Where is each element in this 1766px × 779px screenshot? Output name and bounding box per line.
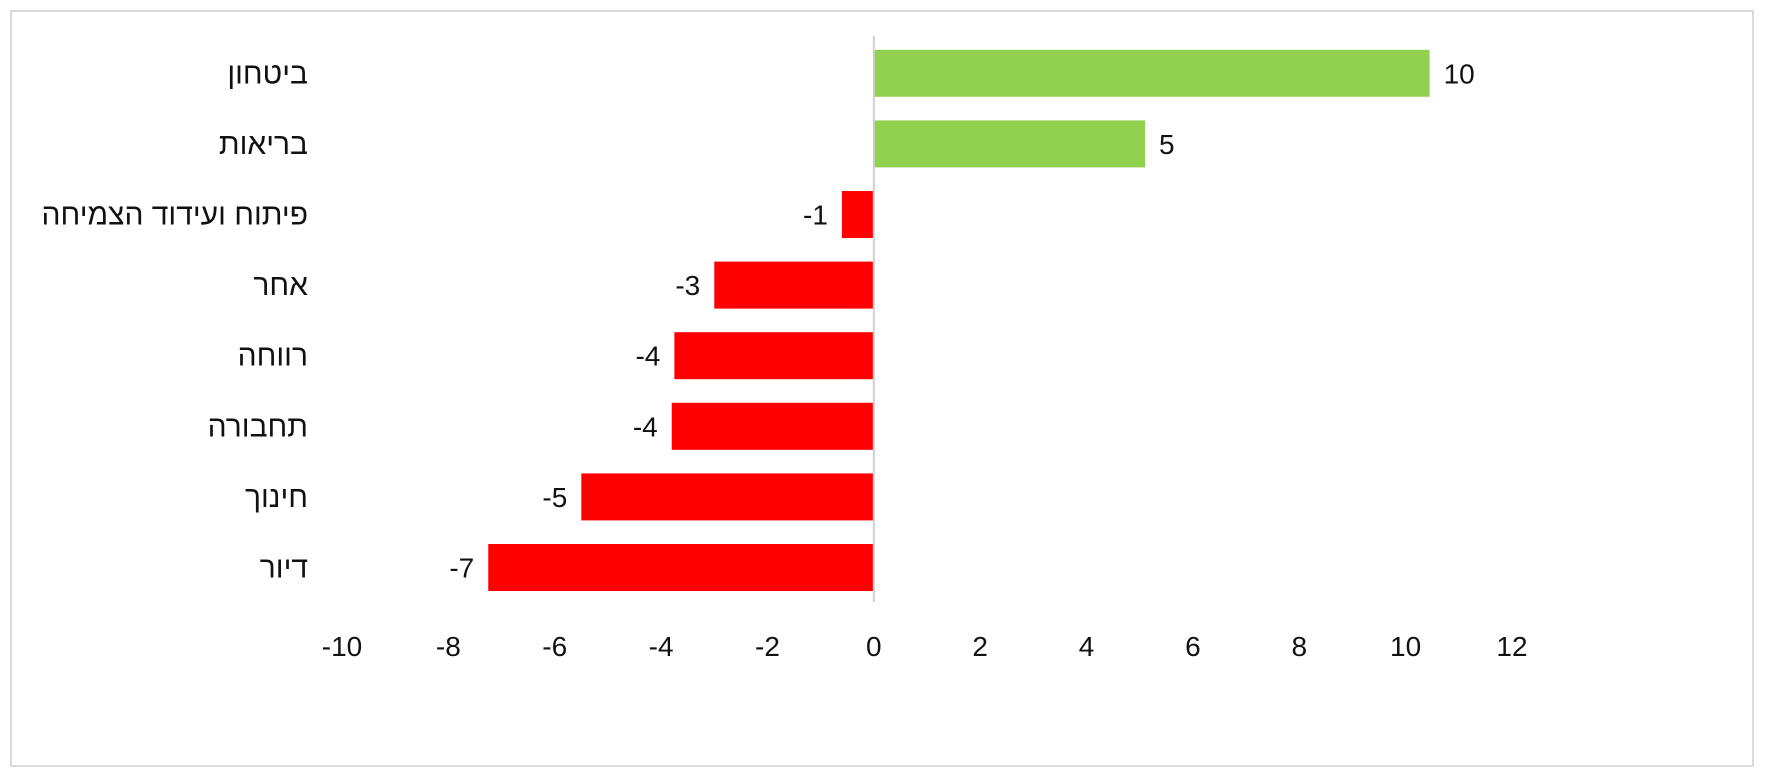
data-labels-group: 10 5 -1 -3 -4 -4 -5 -7 — [449, 58, 1474, 583]
category-label: תחבורה — [208, 410, 308, 443]
category-label: אחר — [253, 269, 308, 302]
bar — [581, 473, 874, 521]
category-label: חינוך — [245, 481, 308, 514]
x-tick-label: 12 — [1496, 631, 1527, 662]
x-tick-label: -2 — [755, 631, 780, 662]
x-tick-label: 2 — [972, 631, 988, 662]
x-tick-label: -6 — [542, 631, 567, 662]
category-label: דיור — [260, 552, 308, 585]
bar — [873, 120, 1146, 168]
x-axis-ticks-group: -10 -8 -6 -4 -2 0 2 4 6 8 10 12 — [322, 631, 1528, 662]
bar — [488, 544, 874, 591]
x-tick-label: -10 — [322, 631, 362, 662]
bars-group — [488, 49, 1430, 591]
bar — [671, 402, 874, 450]
x-tick-label: 6 — [1185, 631, 1201, 662]
x-tick-label: 0 — [866, 631, 882, 662]
category-label: רווחה — [238, 340, 308, 373]
x-tick-label: 8 — [1291, 631, 1307, 662]
category-labels-group: ביטחון בריאות פיתוח ועידוד הצמיחה אחר רווחה ת… — [42, 57, 309, 584]
x-tick-label: -4 — [649, 631, 674, 662]
x-tick-label: 10 — [1390, 631, 1421, 662]
data-label: -5 — [542, 482, 567, 513]
data-label: -4 — [635, 341, 660, 372]
bar — [714, 261, 874, 309]
category-label: פיתוח ועידוד הצמיחה — [42, 199, 308, 232]
data-label: -1 — [803, 200, 828, 231]
x-tick-label: -8 — [436, 631, 461, 662]
data-label: -4 — [633, 411, 658, 442]
data-label: -3 — [675, 270, 700, 301]
category-label: בריאות — [219, 128, 308, 161]
data-label: 5 — [1159, 129, 1175, 160]
data-label: 10 — [1444, 58, 1475, 89]
bar — [841, 191, 874, 238]
x-tick-label: 4 — [1079, 631, 1095, 662]
bar — [873, 49, 1430, 97]
category-label: ביטחון — [227, 57, 308, 90]
data-label: -7 — [449, 553, 474, 584]
bar — [674, 332, 874, 380]
